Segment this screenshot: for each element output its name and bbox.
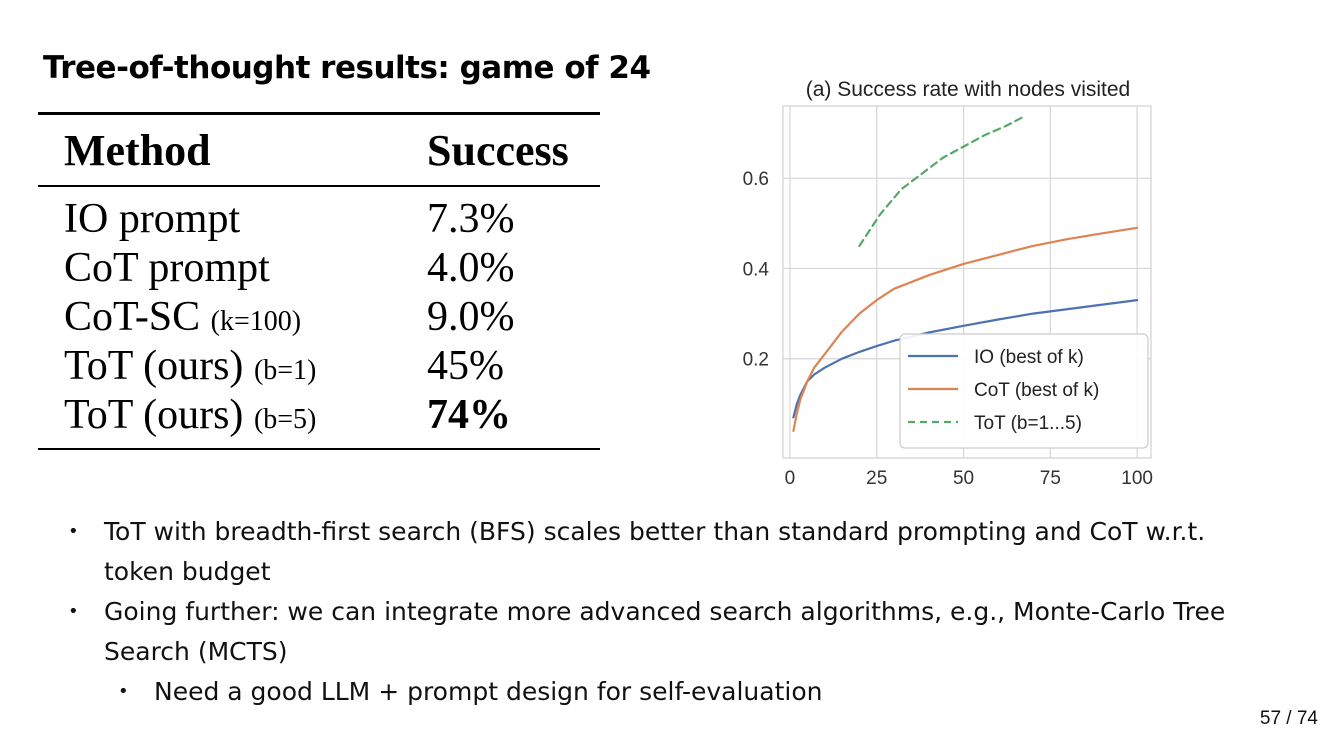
- results-table: Method Success IO prompt 7.3% CoT prompt…: [38, 112, 600, 450]
- method-cell: ToT (ours) (b=5): [64, 392, 317, 438]
- page-number: 57 / 74: [1259, 708, 1318, 729]
- table-header-row: Method Success: [38, 115, 600, 185]
- method-cell: CoT-SC (k=100): [64, 294, 302, 340]
- bullet-text: ToT with breadth-first search (BFS) scal…: [104, 517, 1206, 586]
- x-tick-label: 75: [1040, 468, 1061, 489]
- table-body: IO prompt 7.3% CoT prompt 4.0% CoT-SC (k…: [38, 187, 600, 448]
- table-row: ToT (ours) (b=1) 45%: [38, 342, 600, 391]
- success-cell: 9.0%: [427, 294, 515, 340]
- success-cell: 74%: [427, 392, 511, 438]
- legend-label: CoT (best of k): [974, 380, 1099, 401]
- bullet-list: • ToT with breadth-first search (BFS) sc…: [62, 512, 1282, 712]
- y-tick-label: 0.2: [743, 350, 769, 371]
- chart-title: (a) Success rate with nodes visited: [806, 78, 1130, 101]
- table-row: CoT prompt 4.0%: [38, 244, 600, 293]
- y-tick-label: 0.4: [743, 259, 770, 280]
- bullet-dot: •: [68, 601, 79, 622]
- table-row: CoT-SC (k=100) 9.0%: [38, 293, 600, 342]
- y-tick-label: 0.6: [743, 169, 769, 190]
- header-success: Success: [427, 126, 569, 175]
- x-tick-label: 25: [866, 468, 887, 489]
- table-mid-rule: [38, 185, 600, 187]
- method-cell: CoT prompt: [64, 245, 270, 291]
- bullet-item: • Going further: we can integrate more a…: [62, 592, 1282, 672]
- bullet-item: • ToT with breadth-first search (BFS) sc…: [62, 512, 1282, 592]
- table-bottom-rule: [38, 448, 600, 450]
- chart-legend: [899, 333, 1149, 449]
- legend-label: ToT (b=1...5): [974, 413, 1082, 434]
- success-cell: 45%: [427, 343, 504, 389]
- series-line: [792, 226, 1139, 432]
- bullet-text: Need a good LLM + prompt design for self…: [154, 677, 823, 706]
- x-tick-label: 100: [1121, 468, 1153, 489]
- x-tick-label: 50: [953, 468, 974, 489]
- bullet-text: Going further: we can integrate more adv…: [104, 597, 1226, 666]
- success-cell: 4.0%: [427, 245, 515, 291]
- sub-bullet-item: • Need a good LLM + prompt design for se…: [62, 672, 1282, 712]
- legend-label: IO (best of k): [974, 347, 1084, 368]
- table-row: IO prompt 7.3%: [38, 195, 600, 244]
- bullet-dot: •: [68, 521, 79, 542]
- method-cell: ToT (ours) (b=1): [64, 343, 317, 389]
- table-top-rule: [38, 112, 600, 115]
- x-tick-label: 0: [785, 468, 796, 489]
- series-line: [858, 116, 1024, 247]
- bullet-dot: •: [118, 681, 129, 702]
- success-cell: 7.3%: [427, 196, 515, 242]
- success-rate-chart: (a) Success rate with nodes visited 0 25 5…: [743, 78, 1153, 489]
- table-row: ToT (ours) (b=5) 74%: [38, 391, 600, 440]
- slide-title: Tree-of-thought results: game of 24: [43, 50, 651, 86]
- method-cell: IO prompt: [64, 196, 241, 242]
- header-method: Method: [64, 126, 211, 175]
